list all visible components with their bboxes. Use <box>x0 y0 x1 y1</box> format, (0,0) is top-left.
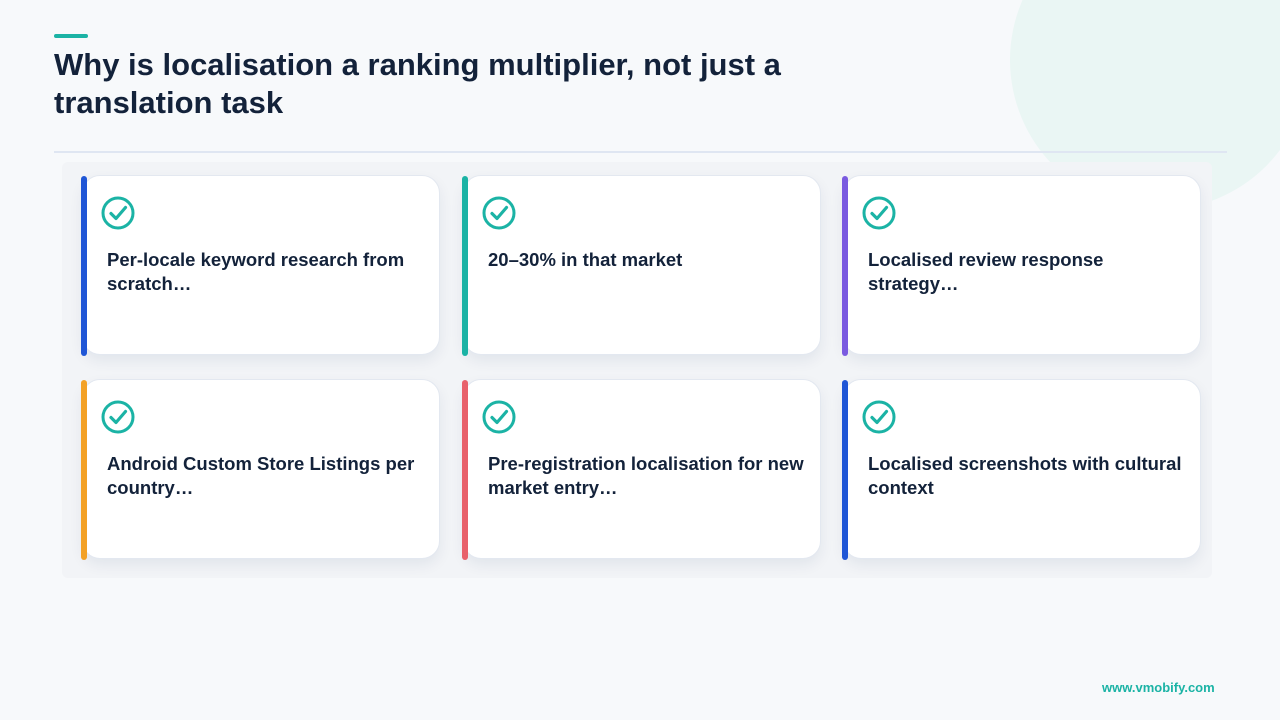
card-accent-bar <box>462 176 468 356</box>
check-circle-icon <box>862 400 896 434</box>
card-accent-bar <box>842 380 848 560</box>
card-text: Pre-registration localisation for new ma… <box>488 453 804 498</box>
page-title: Why is localisation a ranking multiplier… <box>54 47 781 120</box>
feature-card-6: Localised screenshots with cultural cont… <box>842 379 1201 560</box>
title-accent-line <box>54 34 88 38</box>
feature-card-5: Pre-registration localisation for new ma… <box>462 379 821 560</box>
footer-website-link[interactable]: www.vmobify.com <box>1102 680 1215 695</box>
feature-card-4: Android Custom Store Listings per countr… <box>81 379 440 560</box>
feature-card-3: Localised review response strategy… <box>842 175 1201 356</box>
card-accent-bar <box>462 380 468 560</box>
check-circle-icon <box>862 196 896 230</box>
check-circle-icon <box>482 196 516 230</box>
feature-card-2: 20–30% in that market <box>462 175 821 356</box>
feature-card-1: Per-locale keyword research from scratch… <box>81 175 440 356</box>
card-accent-bar <box>842 176 848 356</box>
card-accent-bar <box>81 176 87 356</box>
card-text: Localised review response strategy… <box>868 249 1104 294</box>
card-text: Per-locale keyword research from scratch… <box>107 249 405 294</box>
card-accent-bar <box>81 380 87 560</box>
card-text: 20–30% in that market <box>488 249 683 270</box>
card-text: Android Custom Store Listings per countr… <box>107 453 415 498</box>
card-text: Localised screenshots with cultural cont… <box>868 453 1182 498</box>
check-circle-icon <box>482 400 516 434</box>
check-circle-icon <box>101 196 135 230</box>
header-divider <box>54 151 1227 153</box>
check-circle-icon <box>101 400 135 434</box>
